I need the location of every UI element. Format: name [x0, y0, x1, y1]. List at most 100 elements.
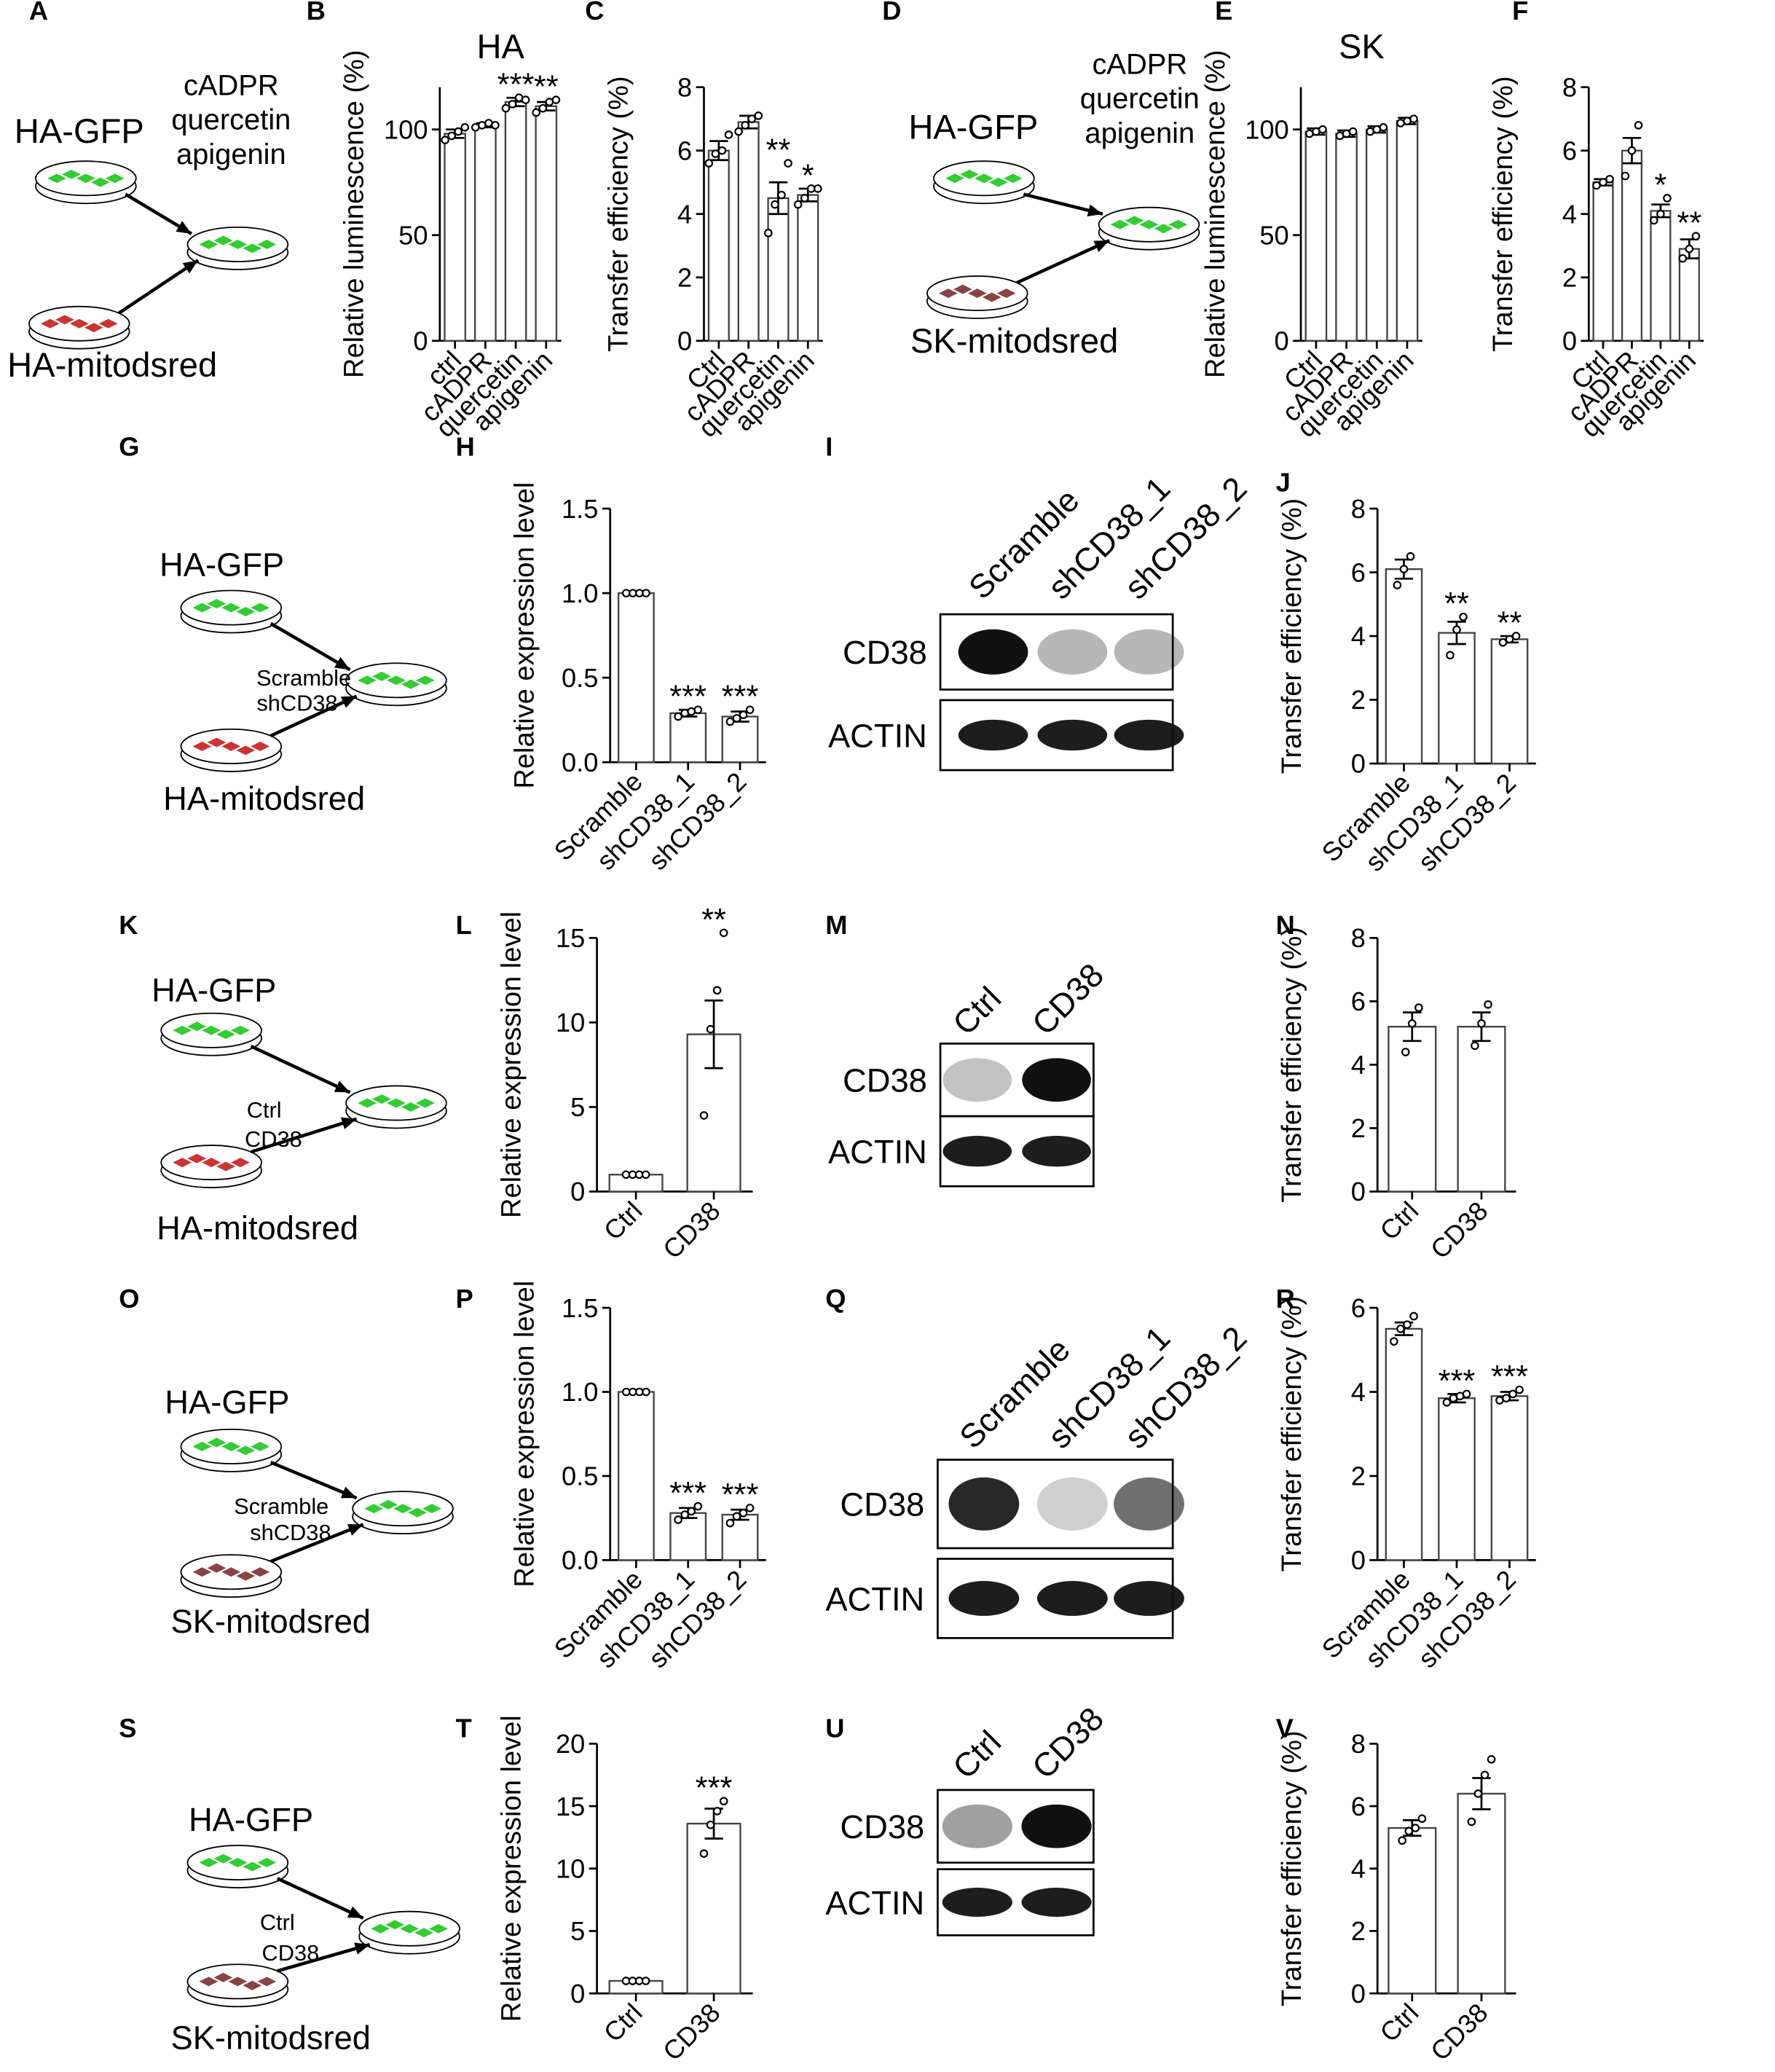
data-point: [706, 1024, 715, 1034]
panel-letter: F: [1512, 0, 1528, 25]
arrow: [117, 259, 200, 315]
panel-letter: K: [119, 910, 138, 940]
data-point: [1318, 125, 1327, 134]
cell: [192, 603, 212, 613]
panel-letter: Q: [825, 1284, 846, 1314]
y-tick-label: 0.5: [562, 663, 598, 693]
y-tick-label: 4: [1351, 1050, 1366, 1080]
y-axis-label: Transfer efficiency (%): [1488, 76, 1519, 352]
cell: [236, 1571, 256, 1581]
data-point: [454, 127, 463, 136]
cell: [1125, 216, 1144, 226]
cell: [371, 1923, 390, 1934]
x-tick-label: Ctrl: [1374, 1998, 1424, 2048]
x-tick-label: CD38: [657, 1196, 726, 1265]
data-point: [532, 108, 540, 117]
data-point: [1409, 1311, 1418, 1321]
y-tick-label: 0: [570, 1177, 585, 1206]
data-point: [1473, 1789, 1483, 1798]
y-tick-label: 4: [1351, 621, 1366, 651]
arrow: [250, 1044, 351, 1094]
y-tick-label: 0: [570, 1979, 585, 2009]
data-point: [719, 928, 728, 938]
y-tick-label: 15: [556, 923, 585, 953]
cell: [385, 1920, 405, 1930]
bar: [797, 194, 819, 342]
bar: [1490, 638, 1529, 765]
blot-row-label: CD38: [843, 1062, 927, 1099]
arrow: [250, 1117, 358, 1154]
data-point: [1442, 1398, 1452, 1407]
x-tick-label: Ctrl: [1374, 1196, 1424, 1246]
cell: [1110, 219, 1130, 229]
cell: [199, 1977, 219, 1987]
cell: [98, 318, 118, 329]
y-tick-label: 4: [677, 199, 692, 229]
cell: [939, 289, 958, 298]
y-tick-label: 6: [677, 136, 692, 165]
bar: [1438, 1397, 1476, 1561]
blot-band: [942, 1136, 1012, 1167]
panel-letter: O: [119, 1284, 139, 1314]
diagram-label: Scramble: [256, 665, 351, 691]
data-point: [764, 229, 773, 238]
y-axis-label: Relative luminescence (%): [339, 50, 370, 378]
cell: [243, 1861, 262, 1872]
data-point: [551, 95, 561, 104]
bar: [1457, 1792, 1506, 1995]
y-tick-label: 5: [570, 1092, 585, 1122]
y-tick-label: 15: [556, 1792, 585, 1821]
arrow: [269, 1523, 364, 1563]
data-point: [1511, 632, 1521, 640]
data-point: [724, 130, 733, 139]
significance: **: [701, 903, 726, 938]
blot-lane-label: CD38: [1025, 1700, 1111, 1786]
cell: [358, 675, 377, 686]
y-axis-label: Relative expression level: [496, 911, 527, 1218]
panel-letter: L: [456, 910, 472, 940]
error-bar: [704, 999, 723, 1070]
significance: ***: [696, 1771, 733, 1806]
data-point: [1484, 1000, 1492, 1009]
cell: [213, 235, 233, 246]
diagram-label: shCD38: [250, 1520, 331, 1545]
data-point: [1650, 216, 1658, 225]
blot-band: [1022, 1058, 1091, 1102]
cell: [401, 679, 420, 689]
data-point: [745, 1504, 755, 1512]
arrow-head: [347, 1524, 363, 1536]
x-tick-label: CD38: [1425, 1998, 1494, 2067]
significance: *: [802, 158, 814, 193]
diagram-label: SK-mitodsred: [910, 321, 1118, 360]
diagram-label: quercetin: [1080, 83, 1200, 115]
significance: ***: [669, 680, 707, 715]
bar: [767, 197, 790, 342]
bar: [1592, 181, 1614, 342]
cell: [221, 742, 241, 751]
bar: [504, 101, 527, 342]
data-point: [1414, 1003, 1423, 1012]
diagram-label: apigenin: [176, 138, 286, 170]
cell: [251, 1441, 270, 1451]
y-axis-label: Relative luminescence (%): [1200, 50, 1231, 378]
significance: **: [766, 133, 791, 168]
data-point: [814, 184, 822, 193]
data-point: [1403, 1320, 1412, 1329]
y-tick-label: 8: [1351, 1729, 1366, 1759]
data-point: [1592, 181, 1601, 190]
cell: [257, 1858, 277, 1868]
arrow-head: [340, 696, 357, 708]
y-axis-label: Relative expression level: [496, 1715, 527, 2022]
cell: [47, 173, 66, 184]
data-point: [1348, 127, 1358, 136]
blot-band: [948, 1477, 1020, 1531]
y-tick-label: 0: [1351, 1979, 1366, 2009]
cell: [207, 1437, 227, 1448]
blot-band: [1037, 719, 1108, 751]
data-point: [1691, 232, 1701, 241]
arrow: [1016, 238, 1111, 285]
data-point: [693, 1502, 703, 1511]
data-point: [777, 190, 786, 200]
error-bar: [768, 181, 788, 216]
blot-band: [1036, 1477, 1108, 1531]
